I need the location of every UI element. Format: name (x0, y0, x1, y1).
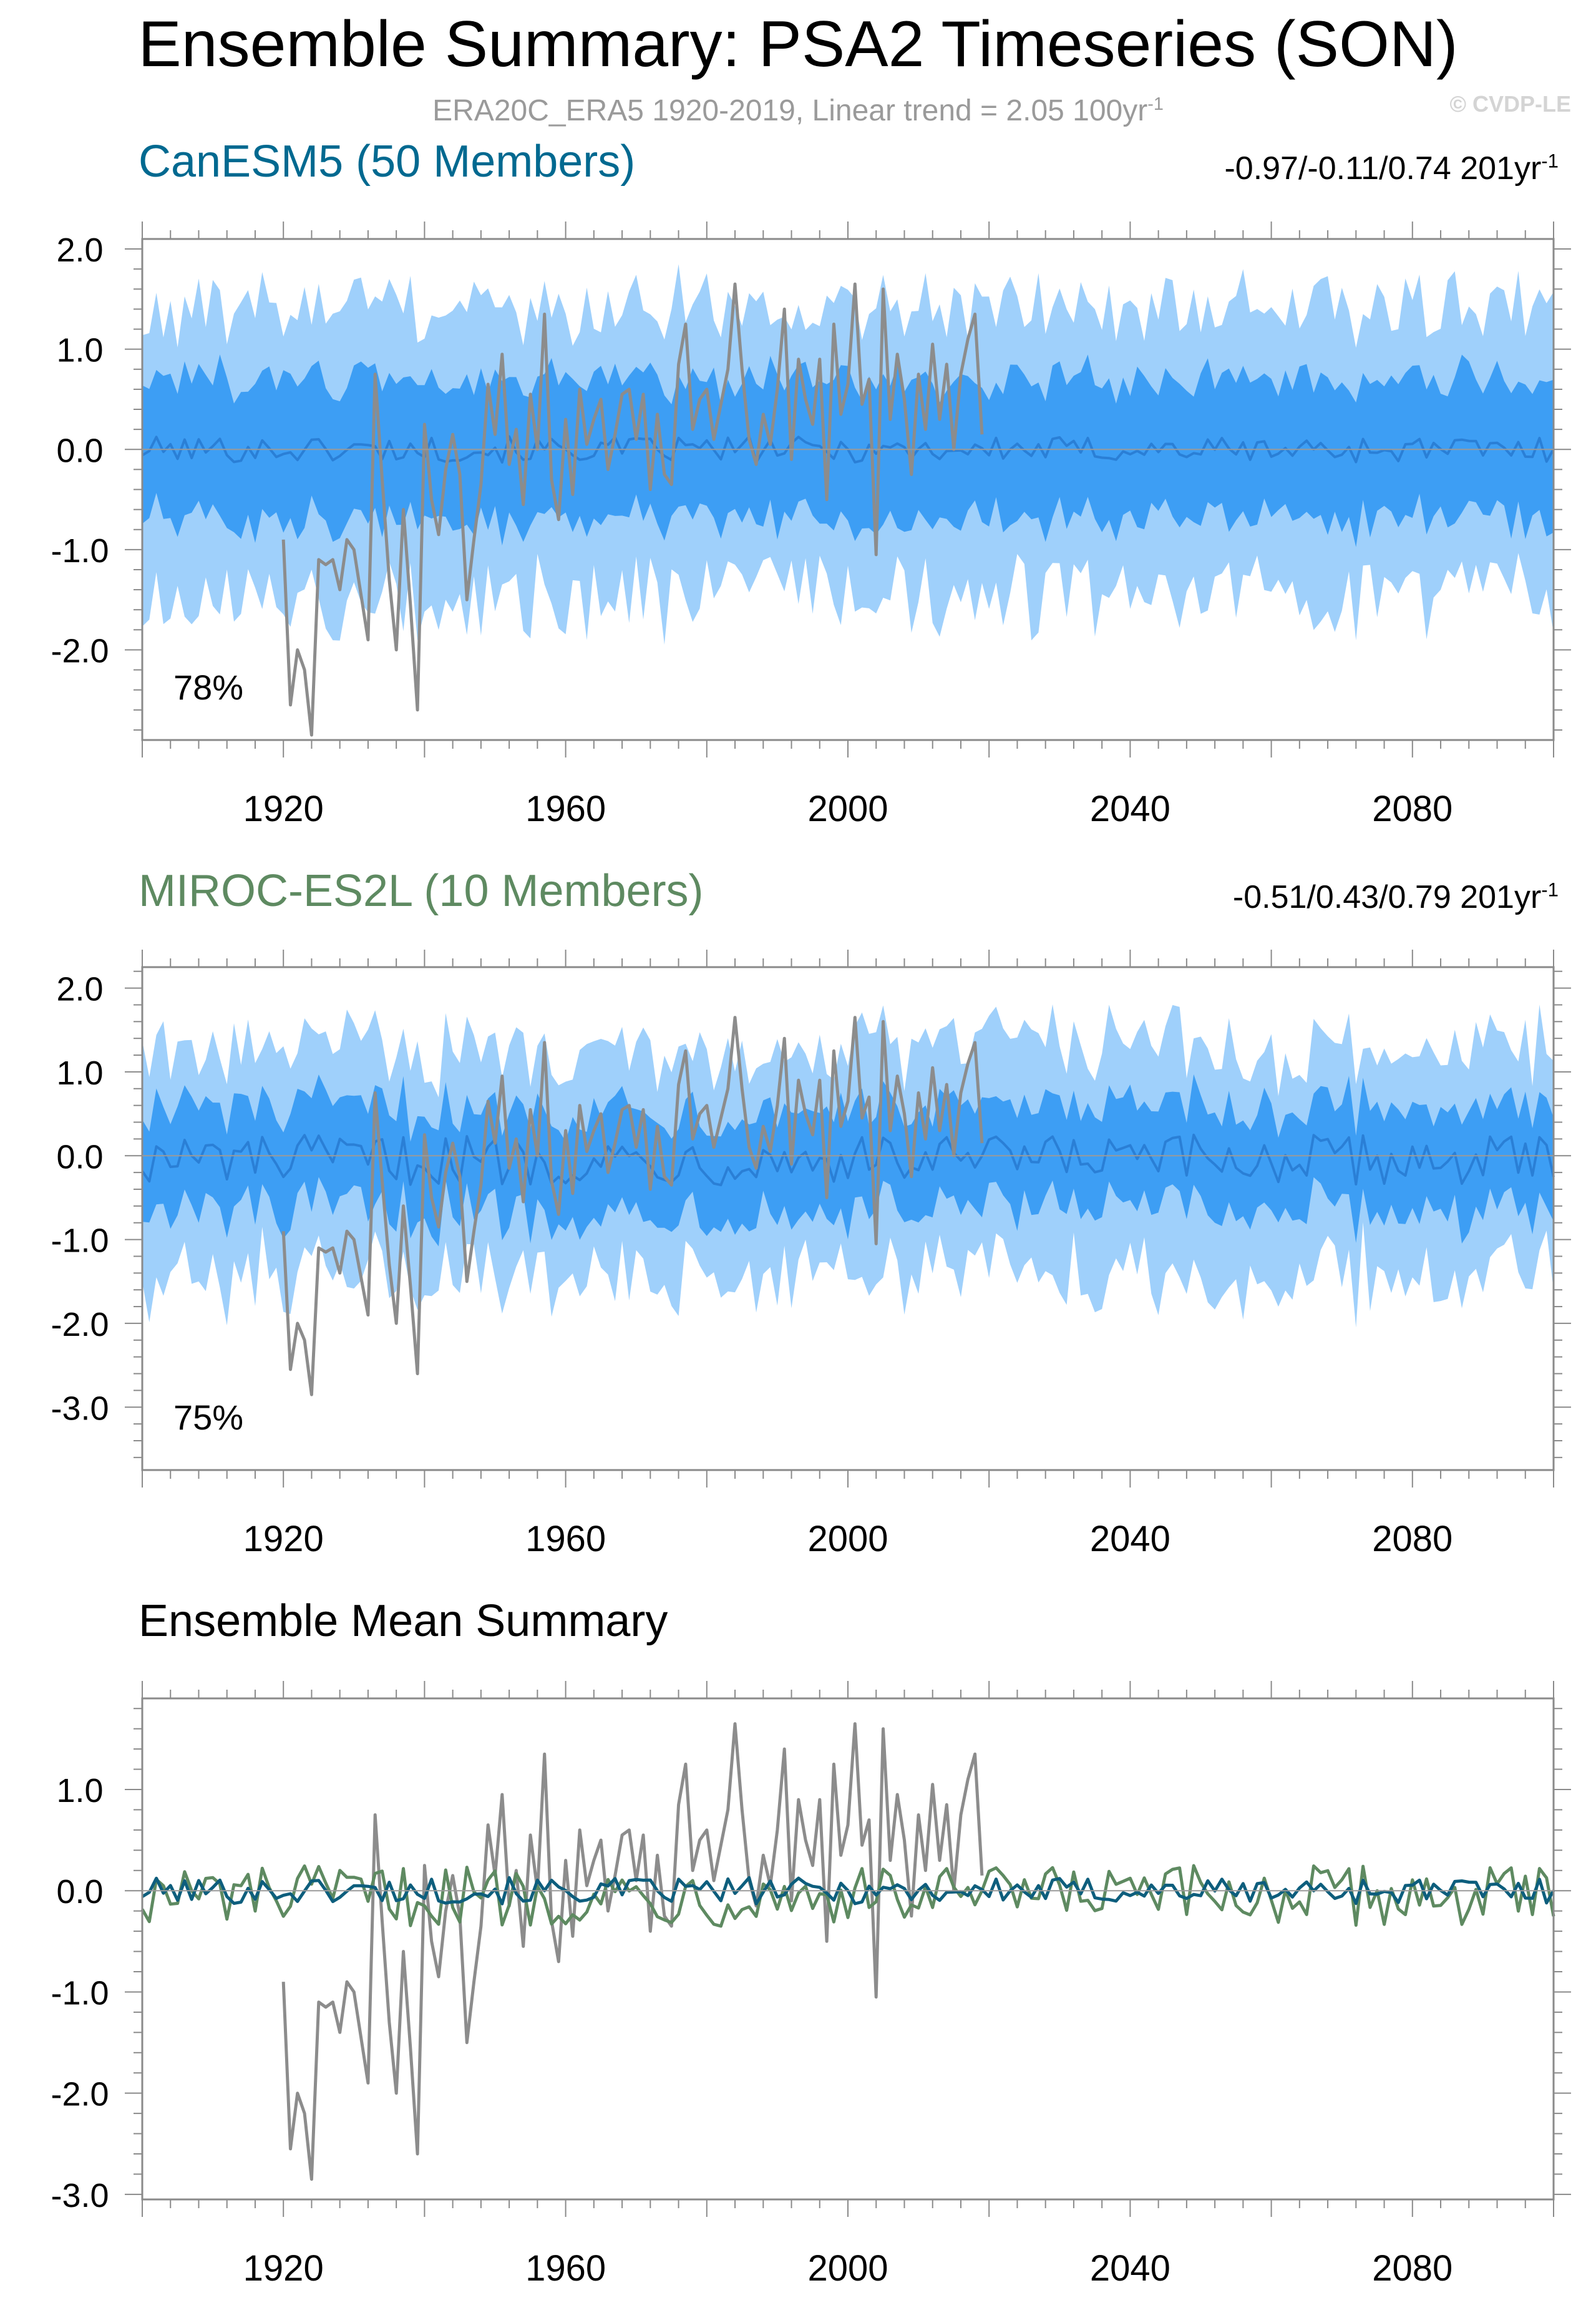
x-tick-label: 1920 (243, 2248, 324, 2289)
trend-text: -0.51/0.43/0.79 201yr (1232, 879, 1542, 915)
panel-title-canesm5: CanESM5 (50 Members) (139, 137, 636, 187)
inner-spread-band (142, 1074, 1554, 1247)
percent-annotation: 75% (173, 1398, 243, 1437)
percent-annotation: 78% (173, 668, 243, 707)
subtitle-superscript: -1 (1147, 94, 1164, 114)
panel-title-miroc-es2l: MIROC-ES2L (10 Members) (139, 866, 704, 916)
x-tick-label: 2040 (1090, 2248, 1170, 2289)
x-tick-label: 2080 (1372, 1519, 1452, 1559)
y-tick-label: 0.0 (56, 432, 103, 469)
x-tick-label: 1960 (525, 2248, 606, 2289)
y-tick-label: -1.0 (51, 1974, 109, 2012)
observation-line (281, 282, 984, 737)
x-tick-label: 1920 (243, 789, 324, 829)
y-tick-label: -1.0 (51, 1222, 109, 1260)
y-tick-label: 0.0 (56, 1873, 103, 1911)
miroc-es2l-mean-line (140, 1864, 1555, 1928)
subtitle-text: ERA20C_ERA5 1920-2019, Linear trend = 2.… (432, 94, 1148, 127)
y-tick-label: -1.0 (51, 532, 109, 570)
x-tick-label: 2000 (807, 1519, 888, 1559)
y-tick-label: -2.0 (51, 1306, 109, 1343)
x-tick-label: 2000 (807, 789, 888, 829)
figure-title: Ensemble Summary: PSA2 Timeseries (SON) (138, 8, 1458, 80)
x-tick-label: 1920 (243, 1519, 324, 1559)
x-tick-label: 1960 (525, 1519, 606, 1559)
x-tick-label: 2080 (1372, 2248, 1452, 2289)
x-tick-label: 2080 (1372, 789, 1452, 829)
y-tick-label: -3.0 (51, 2177, 109, 2214)
figure-subtitle: ERA20C_ERA5 1920-2019, Linear trend = 2.… (0, 94, 1596, 128)
x-tick-label: 2040 (1090, 789, 1170, 829)
trend-superscript: -1 (1541, 879, 1559, 901)
x-tick-label: 1960 (525, 789, 606, 829)
y-tick-label: 0.0 (56, 1138, 103, 1176)
y-tick-label: -2.0 (51, 632, 109, 670)
observation-line (281, 1722, 984, 2181)
panel-trend-miroc-es2l: -0.51/0.43/0.79 201yr-1 (1233, 879, 1559, 916)
observation-line (281, 1016, 984, 1396)
y-tick-label: -2.0 (51, 2076, 109, 2113)
y-tick-label: 1.0 (56, 1054, 103, 1092)
trend-text: -0.97/-0.11/0.74 201yr (1224, 150, 1542, 187)
trend-superscript: -1 (1541, 150, 1559, 172)
y-tick-label: -3.0 (51, 1390, 109, 1427)
y-tick-label: 2.0 (56, 231, 103, 269)
copyright-label: © CVDP-LE (1449, 91, 1571, 117)
plot-frame (141, 1697, 1555, 2201)
panel-trend-canesm5: -0.97/-0.11/0.74 201yr-1 (1224, 150, 1559, 187)
panel-title-ensemble-mean: Ensemble Mean Summary (139, 1596, 668, 1646)
y-tick-label: 1.0 (56, 332, 103, 369)
x-tick-label: 2000 (807, 2248, 888, 2289)
y-tick-label: 1.0 (56, 1772, 103, 1809)
x-tick-label: 2040 (1090, 1519, 1170, 1559)
y-tick-label: 2.0 (56, 971, 103, 1008)
